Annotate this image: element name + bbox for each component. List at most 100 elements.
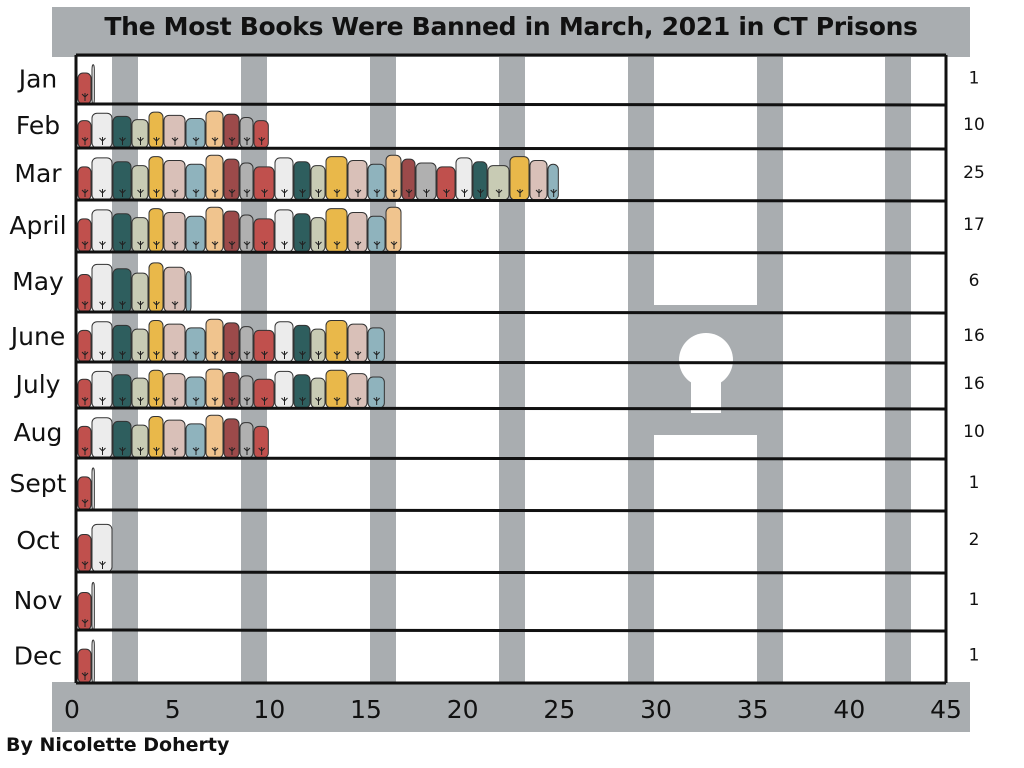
category-label: Sept — [10, 469, 67, 498]
prison-bar-7 — [885, 57, 911, 683]
leaf-mark — [192, 137, 200, 145]
leaf-mark — [81, 619, 89, 627]
prison-bars — [112, 57, 911, 683]
category-label: July — [14, 370, 61, 399]
bar-sept — [77, 467, 95, 511]
leaf-mark — [477, 189, 484, 197]
leaf-mark — [228, 189, 236, 197]
x-tick-label: 40 — [833, 695, 865, 724]
shelf-line — [75, 456, 947, 461]
leaf-mark — [299, 351, 306, 359]
leaf-mark — [137, 447, 144, 455]
leaf-mark — [99, 447, 106, 455]
leaf-mark — [261, 241, 268, 249]
byline: By Nicolette Doherty — [6, 734, 230, 756]
book-spine — [185, 271, 192, 313]
leaf-mark — [495, 189, 503, 197]
leaf-mark — [81, 351, 89, 359]
leaf-mark — [211, 447, 219, 455]
leaf-mark — [171, 241, 179, 249]
x-tick-label: 15 — [350, 695, 382, 724]
leaf-mark — [81, 137, 89, 145]
shelf-line — [75, 310, 947, 315]
bar-jan — [77, 64, 95, 105]
leaf-mark — [153, 301, 160, 309]
x-tick-label: 20 — [447, 695, 479, 724]
value-label: 1 — [969, 590, 980, 610]
value-label: 16 — [963, 326, 985, 346]
leaf-mark — [192, 189, 200, 197]
leaf-mark — [258, 447, 266, 455]
leaf-mark — [261, 397, 268, 405]
x-axis-banner — [52, 682, 970, 732]
book-spine — [91, 64, 95, 105]
leaf-mark — [228, 351, 236, 359]
category-label: May — [12, 267, 64, 296]
category-label: Dec — [14, 642, 62, 671]
category-label: April — [9, 211, 66, 240]
leaf-mark — [171, 447, 179, 455]
leaf-mark — [137, 189, 144, 197]
book-bars — [77, 64, 559, 684]
leaf-mark — [153, 447, 160, 455]
leaf-mark — [171, 351, 179, 359]
leaf-mark — [261, 351, 268, 359]
leaf-mark — [243, 241, 251, 249]
leaf-mark — [137, 241, 144, 249]
leaf-mark — [119, 137, 126, 145]
book-spine — [547, 163, 559, 201]
leaf-mark — [299, 189, 306, 197]
leaf-mark — [243, 351, 251, 359]
shelf-line — [75, 146, 947, 151]
leaf-mark — [315, 189, 322, 197]
leaf-mark — [243, 137, 251, 145]
leaf-mark — [81, 499, 89, 507]
category-labels: Jan Feb Mar April May June July Aug Sept Oct Nov De… — [9, 65, 67, 671]
leaf-mark — [99, 351, 106, 359]
leaf-mark — [373, 189, 381, 197]
leaf-mark — [315, 351, 322, 359]
keyhole-icon — [679, 333, 733, 387]
leaf-mark — [211, 137, 219, 145]
leaf-mark — [243, 189, 251, 197]
leaf-mark — [228, 447, 236, 455]
prison-bar-1 — [112, 57, 138, 683]
category-label: Mar — [14, 159, 62, 188]
leaf-mark — [516, 189, 524, 197]
leaf-mark — [405, 189, 413, 197]
value-label: 2 — [969, 530, 980, 550]
value-label: 6 — [969, 271, 980, 291]
leaf-mark — [423, 189, 430, 197]
prison-bar-6 — [757, 57, 783, 683]
leaf-mark — [99, 137, 106, 145]
bar-nov — [77, 581, 95, 631]
leaf-mark — [153, 189, 160, 197]
shelf-line — [75, 406, 947, 411]
value-label: 10 — [963, 115, 985, 135]
title-banner: The Most Books Were Banned in March, 202… — [52, 7, 970, 57]
bar-may — [77, 262, 192, 313]
value-label: 16 — [963, 374, 985, 394]
leaf-mark — [99, 397, 106, 405]
leaf-mark — [81, 189, 89, 197]
shelf-line — [75, 360, 947, 365]
leaf-mark — [281, 351, 288, 359]
prison-bar-4 — [499, 57, 525, 683]
bar-april — [77, 206, 402, 253]
prison-bar-3 — [370, 57, 396, 683]
leaf-mark — [99, 301, 106, 309]
category-label: June — [9, 322, 65, 351]
shelf-line — [75, 102, 947, 107]
category-label: Oct — [16, 526, 59, 555]
leaf-mark — [119, 397, 126, 405]
book-spine — [91, 639, 95, 684]
leaf-mark — [461, 189, 468, 197]
shelf-lines — [74, 53, 948, 685]
leaf-mark — [171, 137, 179, 145]
x-tick-label: 25 — [543, 695, 575, 724]
leaf-mark — [137, 351, 144, 359]
shelf-line — [75, 570, 947, 575]
leaf-mark — [258, 137, 266, 145]
leaf-mark — [192, 397, 200, 405]
